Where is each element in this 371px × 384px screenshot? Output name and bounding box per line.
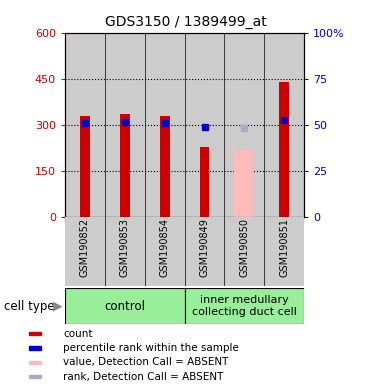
Text: GDS3150 / 1389499_at: GDS3150 / 1389499_at bbox=[105, 15, 266, 29]
Bar bbox=[224, 217, 264, 286]
Text: GSM190850: GSM190850 bbox=[239, 218, 249, 277]
Text: value, Detection Call = ABSENT: value, Detection Call = ABSENT bbox=[63, 358, 229, 367]
Bar bbox=[65, 217, 105, 286]
Text: inner medullary
collecting duct cell: inner medullary collecting duct cell bbox=[192, 295, 297, 317]
Bar bbox=[145, 33, 185, 217]
Bar bbox=[105, 217, 145, 286]
Text: control: control bbox=[104, 300, 145, 313]
Text: percentile rank within the sample: percentile rank within the sample bbox=[63, 343, 239, 353]
Bar bbox=[145, 217, 185, 286]
Text: cell type: cell type bbox=[4, 300, 54, 313]
Text: GSM190854: GSM190854 bbox=[160, 218, 170, 277]
Bar bbox=[29, 375, 42, 378]
Bar bbox=[29, 361, 42, 364]
Bar bbox=[120, 114, 130, 217]
Text: GSM190851: GSM190851 bbox=[279, 218, 289, 277]
Bar bbox=[264, 217, 304, 286]
Bar bbox=[65, 288, 185, 324]
Bar bbox=[279, 83, 289, 217]
Bar bbox=[105, 33, 145, 217]
Bar bbox=[29, 332, 42, 335]
Bar bbox=[234, 150, 255, 217]
Bar bbox=[185, 33, 224, 217]
Text: GSM190849: GSM190849 bbox=[200, 218, 210, 277]
Bar bbox=[185, 217, 224, 286]
Bar bbox=[80, 116, 90, 217]
Text: count: count bbox=[63, 329, 93, 339]
Text: ▶: ▶ bbox=[53, 300, 62, 313]
Text: rank, Detection Call = ABSENT: rank, Detection Call = ABSENT bbox=[63, 372, 224, 382]
Bar bbox=[264, 33, 304, 217]
Bar bbox=[65, 33, 105, 217]
Bar bbox=[160, 116, 170, 217]
Text: GSM190853: GSM190853 bbox=[120, 218, 130, 277]
Bar bbox=[200, 147, 210, 217]
Bar bbox=[185, 288, 304, 324]
Bar bbox=[29, 346, 42, 349]
Bar bbox=[224, 33, 264, 217]
Text: GSM190852: GSM190852 bbox=[80, 218, 90, 278]
